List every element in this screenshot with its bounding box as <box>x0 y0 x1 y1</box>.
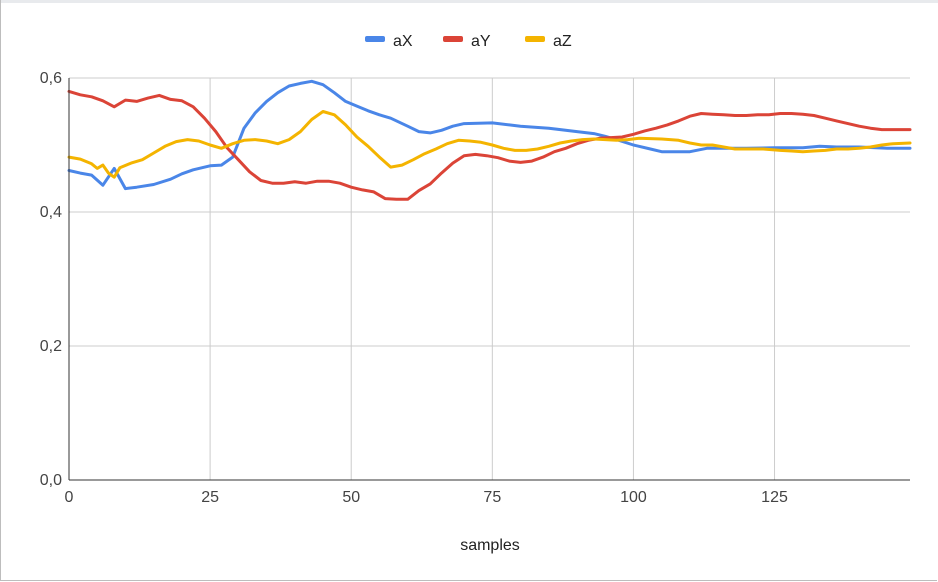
y-tick-label: 0,0 <box>40 472 62 489</box>
axes: 0,0 0,2 0,4 0,6 0 25 50 75 100 125 <box>40 70 910 506</box>
series-line-ax <box>67 79 912 191</box>
top-edge-strip <box>0 0 938 3</box>
legend-swatch <box>365 36 385 42</box>
x-tick-label: 75 <box>483 489 501 506</box>
legend-swatch <box>443 36 463 42</box>
x-tick-label: 0 <box>65 489 74 506</box>
y-tick-label: 0,2 <box>40 338 62 355</box>
legend-label: aZ <box>553 33 572 50</box>
x-tick-label: 100 <box>620 489 647 506</box>
x-tick-label: 25 <box>201 489 219 506</box>
x-axis-title: samples <box>460 537 520 554</box>
x-tick-label: 50 <box>342 489 360 506</box>
legend[interactable]: aX aY aZ <box>365 33 572 50</box>
y-tick-label: 0,6 <box>40 70 62 87</box>
series-lines <box>67 79 912 201</box>
legend-item-az[interactable]: aZ <box>525 33 572 50</box>
legend-label: aY <box>471 33 491 50</box>
legend-swatch <box>525 36 545 42</box>
series-line-az <box>67 110 912 179</box>
legend-label: aX <box>393 33 413 50</box>
legend-item-ax[interactable]: aX <box>365 33 413 50</box>
legend-item-ay[interactable]: aY <box>443 33 491 50</box>
y-tick-label: 0,4 <box>40 204 62 221</box>
x-tick-label: 125 <box>761 489 788 506</box>
gridlines <box>69 77 910 480</box>
series-line-ay <box>67 89 912 201</box>
